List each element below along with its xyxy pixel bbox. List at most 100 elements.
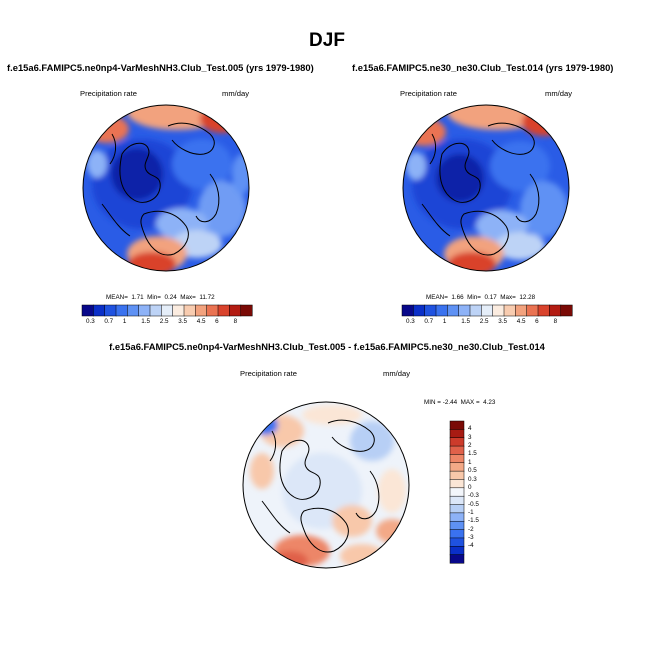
right-polar-map	[402, 104, 570, 272]
left-colorbar-swatch	[183, 304, 196, 317]
right-colorbar-tick-label: 1.5	[461, 318, 471, 325]
diff-colorbar-swatch	[449, 504, 465, 514]
left-colorbar-swatch	[115, 304, 128, 317]
left-colorbar-swatch	[93, 304, 106, 317]
diff-colorbar-tick-label: -3	[468, 533, 474, 541]
diff-colorbar-swatch	[449, 429, 465, 439]
left-colorbar-swatch	[217, 304, 230, 317]
right-colorbar-tick-label: 0.7	[424, 318, 434, 325]
right-colorbar-swatch	[435, 304, 448, 317]
diff-colorbar-swatch	[449, 495, 465, 506]
diff-colorbar-tick-label: 1	[468, 458, 472, 466]
left-colorbar-tick-label: 2.5	[159, 318, 169, 325]
left-stats: MEAN= 1.71 Min= 0.24 Max= 11.72	[106, 294, 215, 301]
diff-colorbar-tick-label: 4	[468, 425, 472, 433]
left-case-title: f.e15a6.FAMIPC5.ne0np4-VarMeshNH3.Club_T…	[7, 62, 314, 73]
right-colorbar-swatch	[503, 304, 516, 317]
right-variable-label: Precipitation rate	[400, 89, 457, 98]
diff-colorbar-swatch	[449, 546, 465, 556]
left-colorbar-swatch	[195, 304, 208, 317]
diff-colorbar-tick-label: 3	[468, 433, 472, 441]
diff-case-title: f.e15a6.FAMIPC5.ne0np4-VarMeshNH3.Club_T…	[109, 341, 545, 352]
left-colorbar-tick-label: 1	[122, 318, 127, 325]
diff-colorbar-tick-label: -0.3	[468, 492, 479, 500]
left-variable-label: Precipitation rate	[80, 89, 137, 98]
diff-colorbar-tick-label: 1.5	[468, 450, 477, 458]
diff-colorbar-swatch	[449, 487, 465, 497]
diff-colorbar-swatch	[449, 512, 465, 522]
left-colorbar-tick-label: 0.7	[104, 318, 114, 325]
left-colorbar-tick-label: 1.5	[141, 318, 151, 325]
diff-colorbar	[449, 420, 465, 564]
left-colorbar-tick-label: 4.5	[196, 318, 206, 325]
diff-colorbar-swatch	[449, 420, 465, 430]
right-stats: MEAN= 1.66 Min= 0.17 Max= 12.28	[426, 294, 536, 301]
left-colorbar	[81, 304, 253, 317]
diff-variable-label: Precipitation rate	[240, 369, 297, 378]
left-colorbar-swatch	[206, 304, 219, 317]
diff-colorbar-tick-label: -1.5	[468, 517, 479, 525]
left-colorbar-swatch	[81, 304, 94, 317]
left-colorbar-tick-label: 6	[215, 318, 219, 325]
left-colorbar-swatch	[229, 304, 242, 317]
diff-colorbar-tick-label: -0.5	[468, 500, 479, 508]
figure-title: DJF	[309, 30, 345, 51]
right-colorbar-tick-label: 0.3	[406, 318, 415, 325]
right-units-label: mm/day	[545, 89, 573, 98]
right-colorbar-swatch	[447, 304, 460, 317]
left-polar-map	[82, 104, 250, 272]
right-colorbar-tick-label: 6	[535, 318, 539, 325]
left-colorbar-swatch	[161, 304, 174, 317]
diff-colorbar-swatch	[449, 437, 465, 447]
left-colorbar-swatch	[138, 304, 151, 317]
right-colorbar-swatch	[481, 304, 494, 317]
diff-colorbar-tick-label: 2	[468, 442, 472, 450]
diff-colorbar-tick-label: 0.5	[468, 467, 477, 475]
left-colorbar-swatch	[149, 304, 162, 317]
right-colorbar-swatch	[515, 304, 528, 317]
diff-colorbar-swatch	[449, 529, 465, 539]
diff-colorbar-swatch	[449, 554, 465, 564]
diff-colorbar-tick-label: -2	[468, 525, 474, 533]
right-colorbar-tick-label: 3.5	[498, 318, 507, 325]
left-colorbar-tick-label: 8	[233, 318, 238, 325]
diff-colorbar-swatch	[449, 454, 465, 464]
left-colorbar-swatch	[104, 304, 117, 317]
diff-colorbar-tick-label: -1	[468, 508, 474, 516]
diff-colorbar-tick-label: -4	[468, 542, 474, 550]
diff-colorbar-tick-label: 0.3	[468, 475, 477, 483]
left-colorbar-swatch	[127, 304, 140, 317]
diff-colorbar-swatch	[449, 520, 465, 531]
right-colorbar-tick-label: 1	[442, 318, 447, 325]
diff-polar-map	[242, 401, 410, 569]
right-case-title: f.e15a6.FAMIPC5.ne30_ne30.Club_Test.014 …	[352, 62, 614, 73]
diff-colorbar-ticks: 4 3 2 1.5 1 0.5 0.3 0 -0.3 -0.5 -1 -1.5 -2 -3 -4	[468, 421, 498, 563]
diff-stats: MIN = -2.44 MAX = 4.23	[424, 399, 496, 406]
left-colorbar-tick-label: 3.5	[178, 318, 187, 325]
right-colorbar-swatch	[526, 304, 539, 317]
left-colorbar-ticks: 0.3 0.7 1 1.5 2.5 3.5 4.5 6 8	[82, 318, 252, 328]
right-colorbar-swatch	[549, 304, 562, 317]
right-colorbar	[401, 304, 573, 317]
right-colorbar-swatch	[560, 304, 573, 317]
diff-colorbar-swatch	[449, 479, 465, 489]
right-colorbar-swatch	[492, 304, 505, 317]
diff-colorbar-swatch	[449, 470, 465, 481]
right-colorbar-ticks: 0.3 0.7 1 1.5 2.5 3.5 4.5 6 8	[402, 318, 572, 328]
diff-colorbar-swatch	[449, 445, 465, 455]
right-colorbar-swatch	[537, 304, 550, 317]
left-units-label: mm/day	[222, 89, 250, 98]
diff-colorbar-swatch	[449, 537, 465, 547]
diff-colorbar-swatch	[449, 462, 465, 472]
right-colorbar-swatch	[401, 304, 414, 317]
right-colorbar-swatch	[413, 304, 426, 317]
right-colorbar-swatch	[469, 304, 482, 317]
right-colorbar-tick-label: 2.5	[479, 318, 489, 325]
right-colorbar-tick-label: 4.5	[516, 318, 526, 325]
right-colorbar-swatch	[458, 304, 471, 317]
right-colorbar-swatch	[424, 304, 437, 317]
diff-units-label: mm/day	[383, 369, 411, 378]
right-colorbar-tick-label: 8	[553, 318, 558, 325]
left-colorbar-tick-label: 0.3	[86, 318, 95, 325]
left-colorbar-swatch	[172, 304, 185, 317]
